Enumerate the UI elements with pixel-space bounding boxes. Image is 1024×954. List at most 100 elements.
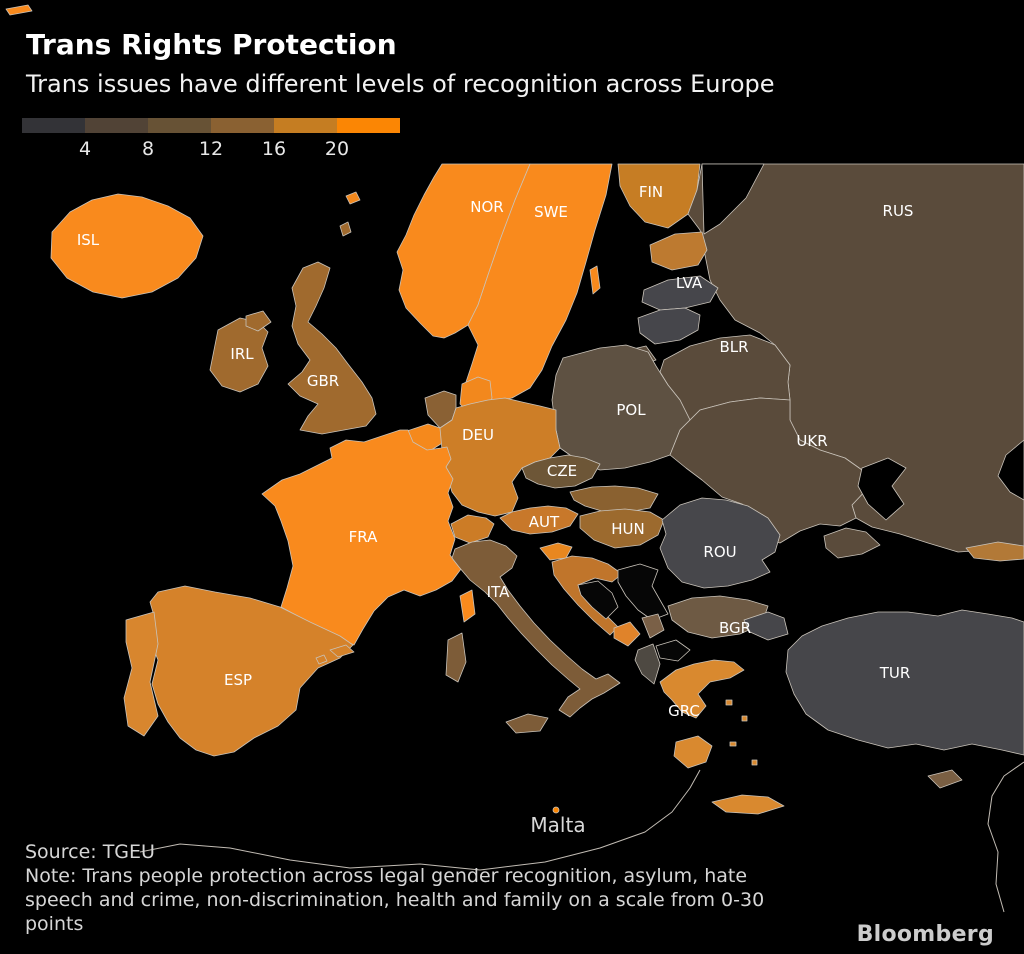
chart-footnotes: Source: TGEU Note: Trans people protecti… xyxy=(25,840,764,936)
note-line-1: Note: Trans people protection across leg… xyxy=(25,865,748,887)
legend-tick-label: 20 xyxy=(324,138,350,160)
map-label-swe: SWE xyxy=(534,203,568,221)
country-cze xyxy=(521,454,601,489)
map-label-fin: FIN xyxy=(639,183,663,201)
map-label-irl: IRL xyxy=(230,345,254,363)
legend-swatch xyxy=(211,118,274,133)
legend-swatch xyxy=(274,118,337,133)
legend-tick-label: 16 xyxy=(261,138,287,160)
country-esp-ibiza xyxy=(315,654,328,665)
legend-swatch xyxy=(22,118,85,133)
map-label-esp: ESP xyxy=(224,671,252,689)
country-mkd xyxy=(655,639,691,662)
north-africa-coastline xyxy=(139,769,701,871)
legend-tick-labels: 4 8 12 16 20 xyxy=(22,138,400,162)
country-nor-janmayen xyxy=(5,4,33,16)
map-label-gbr: GBR xyxy=(307,372,339,390)
legend-tick-label: 12 xyxy=(198,138,224,160)
country-hun xyxy=(579,508,665,549)
map-label-isl: ISL xyxy=(77,231,100,249)
color-scale-legend: 4 8 12 16 20 xyxy=(22,118,400,162)
country-svk xyxy=(569,485,659,513)
legend-tick-label: 4 xyxy=(78,138,92,160)
country-mne xyxy=(613,621,641,647)
sea-of-azov xyxy=(857,457,907,521)
country-ltu xyxy=(637,307,701,345)
country-grc-island-3 xyxy=(729,741,737,747)
map-label-deu: DEU xyxy=(462,426,494,444)
chart-subtitle: Trans issues have different levels of re… xyxy=(26,69,775,98)
country-grc-peloponnese xyxy=(673,735,713,769)
country-isl xyxy=(50,193,204,299)
map-label-cze: CZE xyxy=(547,462,577,480)
map-label-fra: FRA xyxy=(349,528,378,546)
country-xkx xyxy=(641,613,665,639)
country-gbr xyxy=(287,261,377,435)
legend-swatch xyxy=(85,118,148,133)
map-label-hun: HUN xyxy=(611,520,644,538)
legend-swatch xyxy=(148,118,211,133)
bloomberg-logo: Bloomberg xyxy=(856,922,994,947)
country-geo xyxy=(965,541,1024,562)
source-line: Source: TGEU xyxy=(25,841,155,863)
legend-tick-label: 8 xyxy=(141,138,155,160)
country-prt xyxy=(123,611,159,737)
country-ita-sardinia xyxy=(445,632,467,683)
country-est xyxy=(649,231,708,271)
country-grc-island-4 xyxy=(751,759,758,766)
map-label-lva: LVA xyxy=(676,274,703,292)
country-gbr-shetland xyxy=(339,221,352,237)
country-deu xyxy=(439,397,561,517)
country-fin xyxy=(617,163,701,229)
map-label-ukr: UKR xyxy=(796,432,827,450)
country-grc-island-2 xyxy=(741,715,748,722)
map-label-blr: BLR xyxy=(719,338,748,356)
country-esp-mallorca xyxy=(329,644,355,658)
map-label-pol: POL xyxy=(616,401,646,419)
country-rou xyxy=(659,497,781,589)
country-che xyxy=(450,514,495,544)
country-grc xyxy=(659,659,745,719)
caspian-edge xyxy=(997,439,1024,501)
country-ita-sicily xyxy=(505,713,549,734)
country-srb xyxy=(617,563,669,621)
country-tur-thrace xyxy=(743,611,789,641)
country-bih xyxy=(577,580,619,620)
map-label-bgr: BGR xyxy=(719,619,751,637)
map-label-ita: ITA xyxy=(487,583,510,601)
country-gbr-ni xyxy=(245,310,272,332)
country-dnk-faroe xyxy=(345,191,361,205)
country-ukr-crimea xyxy=(823,527,881,559)
map-label-aut: AUT xyxy=(529,513,560,531)
country-esp xyxy=(149,585,354,757)
country-lva xyxy=(641,275,719,311)
levant-coastline xyxy=(987,761,1024,913)
note-line-2: speech and crime, non-discrimination, he… xyxy=(25,889,765,911)
legend-swatch-bar xyxy=(22,118,400,133)
country-fra-corsica xyxy=(459,589,476,623)
country-alb xyxy=(634,643,661,685)
map-label-grc: GRC xyxy=(668,702,700,720)
country-cyp xyxy=(927,769,963,789)
legend-swatch xyxy=(337,118,400,133)
map-label-tur: TUR xyxy=(879,664,911,682)
country-svn xyxy=(539,542,573,561)
country-grc-crete xyxy=(711,794,785,815)
country-grc-island-1 xyxy=(725,699,733,706)
map-label-rus: RUS xyxy=(883,202,914,220)
map-label-nor: NOR xyxy=(470,198,503,216)
chart-header: Trans Rights Protection Trans issues hav… xyxy=(26,28,775,98)
country-ita xyxy=(451,539,621,718)
country-mlt xyxy=(552,806,560,814)
note-line-3: points xyxy=(25,913,84,935)
map-label-rou: ROU xyxy=(703,543,736,561)
map-label-malta: Malta xyxy=(530,813,585,837)
map-labels-layer: ISL NOR SWE FIN RUS LVA BLR POL UKR IRL GBR DEU CZE A… xyxy=(77,183,914,837)
country-tur xyxy=(785,609,1024,756)
country-swe-gotland xyxy=(589,265,601,295)
country-aut xyxy=(499,505,579,535)
chart-title: Trans Rights Protection xyxy=(26,28,397,61)
white-sea xyxy=(701,163,765,235)
